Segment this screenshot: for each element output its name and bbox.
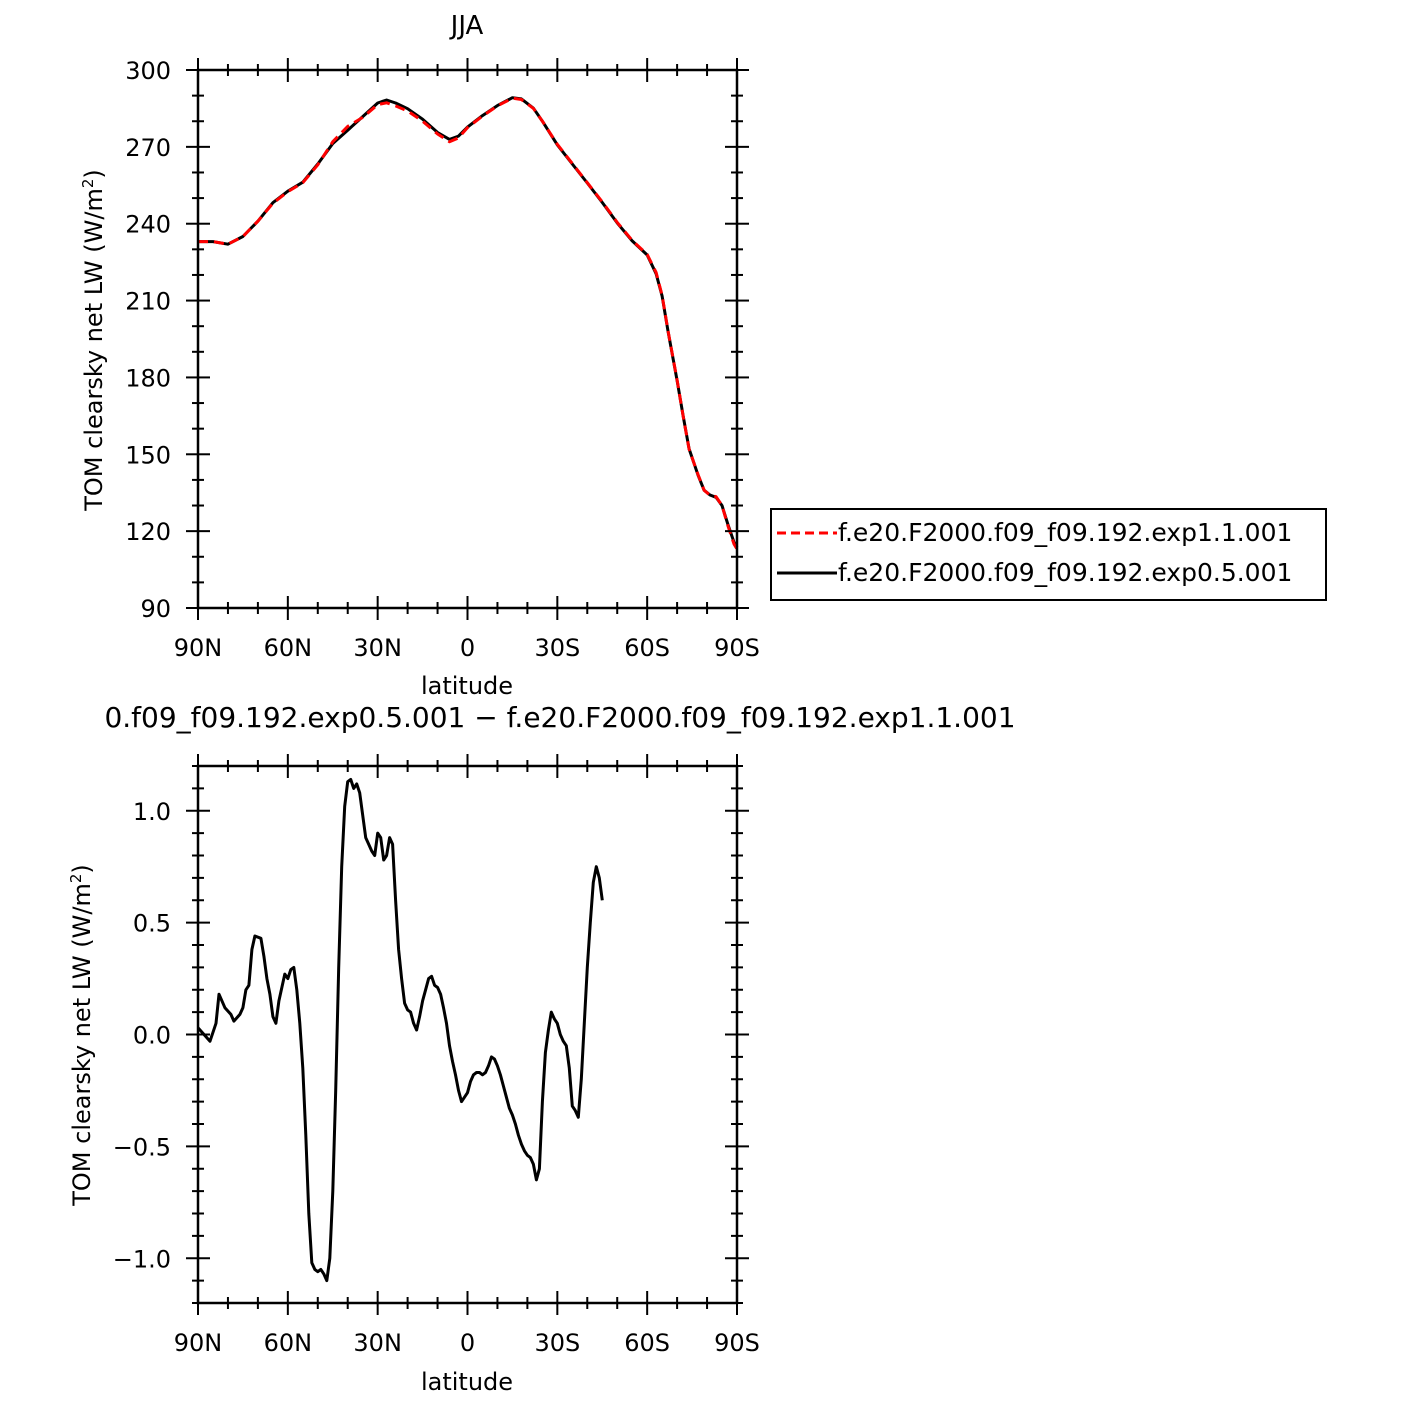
plot-frame bbox=[196, 68, 739, 610]
top-chart-xlabel: latitude bbox=[421, 672, 513, 700]
x-tick-label: 30N bbox=[353, 1329, 402, 1357]
top-chart-title: JJA bbox=[449, 11, 484, 41]
x-tick-label: 0 bbox=[460, 634, 475, 662]
top-chart-ylabel: TOM clearsky net LW (W/m2) bbox=[79, 169, 108, 512]
y-tick-label: 180 bbox=[125, 364, 171, 392]
y-tick-label: 120 bbox=[125, 518, 171, 546]
y-tick-label: −1.0 bbox=[113, 1245, 171, 1273]
y-tick-label: 90 bbox=[140, 595, 171, 623]
x-tick-label: 90N bbox=[174, 634, 223, 662]
series-line-0-1 bbox=[198, 96, 739, 549]
y-tick-label: 1.0 bbox=[133, 798, 171, 826]
x-tick-label: 0 bbox=[460, 1329, 475, 1357]
legend: f.e20.F2000.f09_f09.192.exp1.1.001 f.e20… bbox=[770, 508, 1327, 601]
x-tick-label: 60S bbox=[624, 634, 670, 662]
legend-box bbox=[770, 508, 1327, 601]
bottom-chart-ylabel: TOM clearsky net LW (W/m2) bbox=[67, 864, 96, 1207]
y-tick-label: −0.5 bbox=[113, 1133, 171, 1161]
x-tick-label: 90S bbox=[714, 1329, 760, 1357]
bottom-chart: 0.f09_f09.192.exp0.5.001 − f.e20.F2000.f… bbox=[67, 701, 1016, 1396]
x-tick-label: 60N bbox=[264, 634, 313, 662]
series-line-1-0 bbox=[196, 777, 604, 1283]
y-tick-label: 300 bbox=[125, 57, 171, 85]
legend-label-exp05: f.e20.F2000.f09_f09.192.exp0.5.001 bbox=[838, 558, 1292, 587]
y-tick-label: 0.5 bbox=[133, 910, 171, 938]
top-chart: JJA 90N 60N 30N 0 30S 60S 90S 90 120 150 180 210 240… bbox=[79, 11, 1327, 700]
plot-frame bbox=[196, 764, 739, 1305]
y-tick-label: 270 bbox=[125, 134, 171, 162]
bottom-chart-title: 0.f09_f09.192.exp0.5.001 − f.e20.F2000.f… bbox=[104, 701, 1015, 734]
bottom-chart-xlabel: latitude bbox=[421, 1368, 513, 1396]
x-tick-label: 30N bbox=[353, 634, 402, 662]
y-tick-label: 210 bbox=[125, 288, 171, 316]
x-tick-label: 90S bbox=[714, 634, 760, 662]
y-tick-label: 240 bbox=[125, 211, 171, 239]
x-tick-label: 30S bbox=[534, 1329, 580, 1357]
series-line-0-0 bbox=[198, 96, 739, 550]
x-tick-label: 60S bbox=[624, 1329, 670, 1357]
x-tick-label: 90N bbox=[174, 1329, 223, 1357]
x-tick-label: 60N bbox=[264, 1329, 313, 1357]
y-tick-label: 150 bbox=[125, 441, 171, 469]
legend-label-exp1: f.e20.F2000.f09_f09.192.exp1.1.001 bbox=[838, 518, 1292, 547]
y-tick-label: 0.0 bbox=[133, 1022, 171, 1050]
x-tick-label: 30S bbox=[534, 634, 580, 662]
